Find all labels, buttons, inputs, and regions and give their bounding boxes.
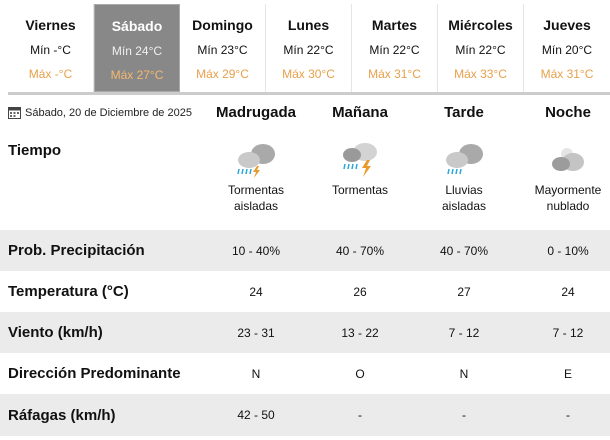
cell: 40 - 70% (335, 243, 385, 258)
cell: 0 - 10% (547, 243, 589, 258)
min-temp: Mín 22°C (283, 43, 334, 57)
isolated-rain-icon (446, 144, 483, 175)
cell: 26 (353, 284, 367, 299)
row-wind: Viento (km/h) 23 - 31 13 - 22 7 - 12 7 - 12 (0, 312, 610, 353)
max-temp: Máx 33°C (454, 67, 507, 81)
day-tab-viernes[interactable]: Viernes Mín -°C Máx -°C (8, 4, 94, 92)
weather-desc: aisladas (233, 199, 279, 213)
period-noche: Noche (545, 104, 591, 121)
min-temp: Mín 22°C (369, 43, 420, 57)
cell: - (462, 408, 466, 422)
max-temp: Máx 31°C (368, 67, 421, 81)
day-name: Lunes (287, 17, 330, 33)
thunderstorm-icon (343, 143, 377, 177)
row-precipitation: Prob. Precipitación 10 - 40% 40 - 70% 40 - … (0, 230, 610, 271)
weather-cell: Tormentas (308, 130, 412, 198)
period-header: Sábado, 20 de Diciembre de 2025 Madrugad… (0, 100, 610, 130)
weather-cell: Mayormente nublado (516, 130, 610, 214)
day-name: Miércoles (448, 17, 513, 33)
max-temp: Máx -°C (28, 67, 73, 81)
min-temp: Mín 20°C (541, 43, 593, 57)
date-label: Sábado, 20 de Diciembre de 2025 (8, 106, 192, 119)
min-temp: Mín 23°C (197, 43, 248, 57)
day-tab-lunes[interactable]: Lunes Mín 22°C Máx 30°C (266, 4, 352, 92)
isolated-thunderstorm-icon (237, 144, 275, 178)
row-gusts: Ráfagas (km/h) 42 - 50 - - - (0, 394, 610, 436)
cell: 10 - 40% (231, 243, 281, 258)
row-label: Viento (km/h) (8, 324, 103, 341)
weather-desc: Tormentas (227, 183, 285, 197)
row-label: Dirección Predominante (8, 365, 181, 382)
cell: 27 (457, 284, 471, 299)
cell: 23 - 31 (237, 325, 275, 340)
row-label: Temperatura (°C) (8, 283, 129, 300)
min-temp: Mín 22°C (455, 43, 506, 57)
cell: O (355, 366, 365, 381)
row-temperature: Temperatura (°C) 24 26 27 24 (0, 271, 610, 312)
period-manana: Mañana (332, 104, 388, 121)
period-madrugada: Madrugada (215, 104, 296, 121)
cell: 40 - 70% (439, 243, 489, 258)
cell: 13 - 22 (341, 325, 379, 340)
cell: - (358, 408, 362, 422)
cell: 7 - 12 (552, 325, 584, 340)
cell: 7 - 12 (448, 325, 480, 340)
cell: N (459, 366, 469, 381)
day-name: Domingo (192, 17, 253, 33)
weather-desc: Mayormente (534, 183, 602, 197)
mostly-cloudy-night-icon (552, 148, 584, 171)
cell: N (251, 366, 261, 381)
day-tab-jueves[interactable]: Jueves Mín 20°C Máx 31°C (524, 4, 610, 92)
day-name: Sábado (111, 18, 163, 34)
min-temp: Mín -°C (30, 43, 71, 57)
min-temp: Mín 24°C (111, 44, 163, 58)
row-label: Prob. Precipitación (8, 242, 145, 259)
weather-desc: nublado (546, 199, 590, 213)
day-tab-domingo[interactable]: Domingo Mín 23°C Máx 29°C (180, 4, 266, 92)
weather-desc: Lluvias (445, 183, 483, 197)
cell: - (566, 408, 570, 422)
day-tabs: Viernes Mín -°C Máx -°C Sábado Mín 24°C Máx … (8, 4, 610, 95)
cell: 24 (561, 284, 575, 299)
date-text: Sábado, 20 de Diciembre de 2025 (25, 106, 192, 119)
weather-desc: aisladas (441, 199, 487, 213)
max-temp: Máx 29°C (196, 67, 249, 81)
period-tarde: Tarde (444, 104, 484, 121)
cell: E (563, 366, 572, 381)
day-tab-sabado[interactable]: Sábado Mín 24°C Máx 27°C (94, 4, 180, 92)
day-tab-martes[interactable]: Martes Mín 22°C Máx 31°C (352, 4, 438, 92)
calendar-icon (8, 107, 21, 119)
max-temp: Máx 30°C (282, 67, 335, 81)
row-label: Ráfagas (km/h) (8, 406, 116, 424)
day-tab-miercoles[interactable]: Miércoles Mín 22°C Máx 33°C (438, 4, 524, 92)
weather-cell: Lluvias aisladas (412, 130, 516, 214)
day-name: Viernes (25, 17, 76, 33)
max-temp: Máx 27°C (110, 68, 164, 82)
row-direction: Dirección Predominante N O N E (0, 353, 610, 394)
tiempo-row: Tiempo Tormentas aisladas Tormentas Lluvi… (0, 130, 610, 228)
weather-cell: Tormentas aisladas (204, 130, 308, 214)
day-name: Jueves (543, 17, 591, 33)
cell: 24 (249, 284, 263, 299)
cell: 42 - 50 (237, 408, 275, 422)
day-name: Martes (371, 17, 418, 33)
row-label: Tiempo (8, 142, 62, 159)
max-temp: Máx 31°C (540, 67, 594, 81)
weather-desc: Tormentas (331, 183, 389, 197)
